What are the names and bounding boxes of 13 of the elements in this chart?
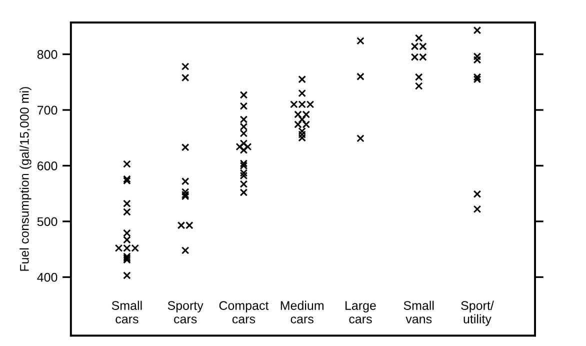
- x-tick-label: Small vans: [404, 300, 434, 324]
- y-axis-title: Fuel consumption (gal/15,000 mi): [20, 87, 32, 271]
- x-tick-label: Medium cars: [280, 300, 324, 324]
- x-tick-label: Large cars: [346, 301, 376, 324]
- y-tick-label: 600: [37, 161, 58, 170]
- x-tick-label: Compact cars: [219, 301, 269, 324]
- y-tick-label: 400: [37, 272, 58, 282]
- y-tick-label: 700: [38, 106, 58, 115]
- x-tick-label: Sport/ utility: [461, 300, 494, 326]
- x-tick-label: Small cars: [112, 300, 142, 324]
- y-tick-label: 500: [37, 217, 58, 226]
- y-tick-label: 800: [37, 50, 58, 59]
- x-tick-label: Sporty cars: [168, 301, 204, 324]
